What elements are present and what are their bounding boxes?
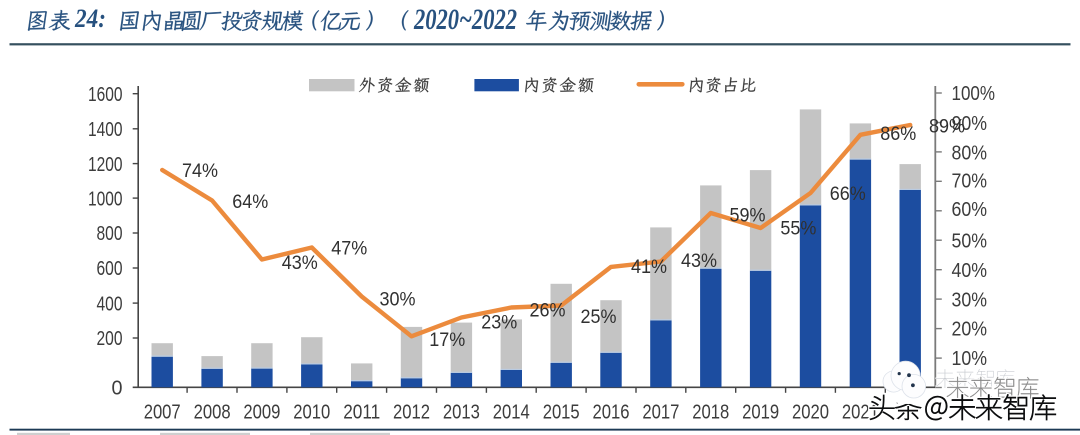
svg-text:86%: 86% bbox=[880, 123, 916, 145]
svg-text:400: 400 bbox=[97, 293, 123, 315]
svg-text:10%: 10% bbox=[952, 348, 988, 370]
svg-text:59%: 59% bbox=[730, 204, 766, 226]
svg-text:43%: 43% bbox=[282, 252, 318, 274]
svg-text:2013: 2013 bbox=[443, 402, 480, 424]
svg-text:41%: 41% bbox=[631, 256, 667, 278]
svg-text:89%: 89% bbox=[929, 115, 965, 137]
svg-text:0: 0 bbox=[112, 378, 123, 400]
svg-text:47%: 47% bbox=[331, 237, 367, 259]
svg-text:2016: 2016 bbox=[593, 402, 630, 424]
svg-text:30%: 30% bbox=[380, 288, 416, 310]
svg-text:2009: 2009 bbox=[243, 402, 280, 424]
svg-text:600: 600 bbox=[97, 258, 123, 280]
svg-text:25%: 25% bbox=[581, 306, 617, 328]
svg-text:1000: 1000 bbox=[88, 188, 123, 210]
svg-text:43%: 43% bbox=[681, 250, 717, 272]
svg-text:70%: 70% bbox=[952, 170, 988, 192]
svg-text:55%: 55% bbox=[780, 217, 816, 239]
svg-text:66%: 66% bbox=[830, 183, 866, 205]
svg-text:17%: 17% bbox=[429, 329, 465, 351]
svg-text:64%: 64% bbox=[232, 191, 268, 213]
svg-text:2010: 2010 bbox=[293, 402, 330, 424]
svg-text:800: 800 bbox=[97, 223, 123, 245]
svg-text:26%: 26% bbox=[530, 299, 566, 321]
svg-text:1600: 1600 bbox=[88, 84, 123, 106]
svg-text:2012: 2012 bbox=[393, 402, 430, 424]
svg-text:60%: 60% bbox=[952, 199, 988, 221]
svg-text:24:: 24: bbox=[74, 4, 106, 33]
svg-text:1400: 1400 bbox=[88, 119, 123, 141]
svg-text:2015: 2015 bbox=[543, 402, 580, 424]
svg-text:40%: 40% bbox=[952, 260, 988, 282]
svg-text:2011: 2011 bbox=[343, 402, 380, 424]
svg-text:80%: 80% bbox=[952, 142, 988, 164]
svg-text:1200: 1200 bbox=[88, 154, 123, 176]
svg-text:30%: 30% bbox=[952, 290, 988, 312]
svg-text:2007: 2007 bbox=[144, 402, 181, 424]
svg-text:2020~2022: 2020~2022 bbox=[413, 4, 517, 36]
svg-text:2017: 2017 bbox=[642, 402, 679, 424]
svg-text:2019: 2019 bbox=[742, 402, 779, 424]
svg-text:90%: 90% bbox=[952, 113, 988, 135]
svg-text:50%: 50% bbox=[952, 230, 988, 252]
svg-text:2020: 2020 bbox=[792, 402, 829, 424]
svg-text:2014: 2014 bbox=[493, 402, 530, 424]
svg-text:100%: 100% bbox=[952, 83, 996, 105]
svg-text:20%: 20% bbox=[952, 318, 988, 340]
svg-text:200: 200 bbox=[97, 328, 123, 350]
svg-text:23%: 23% bbox=[481, 311, 517, 333]
svg-text:2018: 2018 bbox=[692, 402, 729, 424]
svg-text:74%: 74% bbox=[182, 160, 218, 182]
svg-text:2008: 2008 bbox=[194, 402, 231, 424]
